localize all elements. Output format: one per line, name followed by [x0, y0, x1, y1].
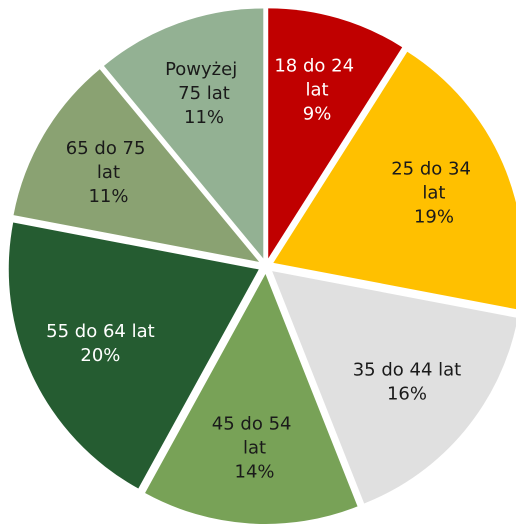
pie-slice — [13, 69, 260, 262]
pie-slice — [268, 8, 403, 259]
value-label: 16% — [387, 384, 427, 405]
slice-label: Powyżej 75 lat — [165, 59, 243, 104]
pie-slice — [273, 51, 516, 310]
slice-label: 65 do 75 lat — [66, 138, 151, 183]
slice-label: 18 do 24 lat — [274, 55, 359, 100]
slice-label: 55 do 64 lat — [46, 321, 155, 342]
pie-slice — [8, 222, 259, 489]
slice-label: 25 do 34 lat — [391, 158, 476, 203]
label-line: 45 do 54 — [212, 414, 297, 435]
pie-slice — [103, 8, 264, 259]
slice-label: 45 do 54 lat — [212, 414, 297, 459]
value-label: 11% — [184, 107, 224, 128]
label-line: 75 lat — [178, 83, 230, 104]
label-line: 65 do 75 — [66, 138, 151, 159]
value-label: 19% — [414, 206, 454, 227]
label-line: lat — [243, 438, 266, 459]
label-line: lat — [306, 79, 329, 100]
value-label: 11% — [88, 186, 128, 207]
value-label: 9% — [303, 103, 332, 124]
value-label: 20% — [80, 345, 120, 366]
pie-slice — [145, 273, 358, 524]
label-line: 18 do 24 — [274, 55, 359, 76]
label-line: 55 do 64 lat — [46, 321, 155, 342]
label-line: Powyżej — [165, 59, 243, 80]
slice-label: 35 do 44 lat — [353, 360, 462, 381]
pie-slice — [272, 271, 516, 504]
value-label: 14% — [235, 462, 275, 483]
label-line: 35 do 44 lat — [353, 360, 462, 381]
label-line: 25 do 34 — [391, 158, 476, 179]
label-line: lat — [422, 182, 445, 203]
label-line: lat — [97, 162, 120, 183]
